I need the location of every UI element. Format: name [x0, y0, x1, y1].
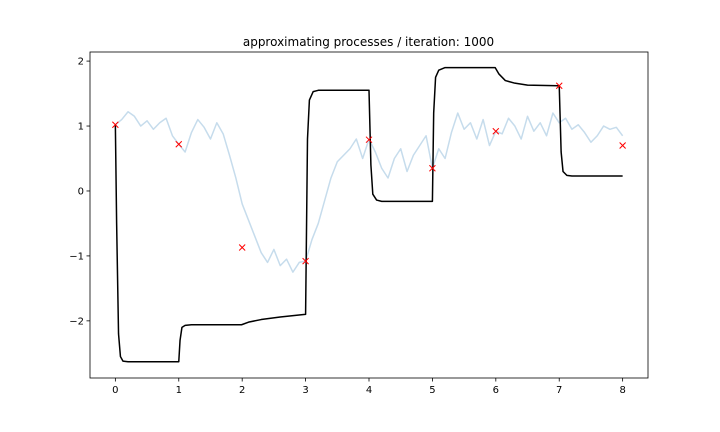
data-point-marker — [555, 82, 563, 90]
data-point-marker — [492, 127, 500, 135]
y-tick-label: 1 — [78, 122, 84, 133]
data-point-marker — [302, 257, 309, 265]
x-tick-label: 7 — [556, 385, 562, 396]
marker-stroke — [175, 140, 183, 148]
series-group — [112, 66, 626, 363]
axis-layer: 0 1 2 3 4 5 6 7 8 −2 −1 0 1 2 — [69, 51, 649, 396]
y-tick-label: 2 — [78, 57, 84, 68]
x-tick-label: 4 — [366, 385, 372, 396]
y-tick-label: 0 — [78, 186, 84, 197]
x-tick-label: 5 — [429, 385, 435, 396]
marker-stroke — [238, 244, 246, 251]
plot-layer — [112, 66, 626, 363]
chart-title: approximating processes / iteration: 100… — [243, 35, 494, 49]
noisy-process-line — [114, 111, 624, 273]
x-tick-label: 6 — [493, 385, 499, 396]
marker-stroke — [492, 127, 500, 135]
marker-stroke — [429, 164, 436, 172]
data-point-marker — [112, 121, 119, 129]
marker-stroke — [555, 82, 563, 90]
approximating-process-line — [114, 66, 623, 363]
y-tick-label: −2 — [69, 316, 84, 327]
x-tick-label: 8 — [619, 385, 625, 396]
data-point-marker — [365, 136, 373, 144]
marker-stroke — [365, 136, 373, 144]
marker-stroke — [619, 142, 626, 149]
marker-stroke — [112, 121, 119, 129]
marker-stroke — [302, 257, 309, 265]
y-tick-label: −1 — [69, 251, 84, 262]
x-tick-label: 3 — [302, 385, 308, 396]
data-point-marker — [619, 142, 626, 149]
x-tick-label: 0 — [112, 385, 118, 396]
data-point-marker — [238, 244, 246, 251]
data-point-marker — [429, 164, 436, 172]
x-tick-label: 1 — [176, 385, 182, 396]
x-tick-label: 2 — [239, 385, 245, 396]
data-point-marker — [175, 140, 183, 148]
